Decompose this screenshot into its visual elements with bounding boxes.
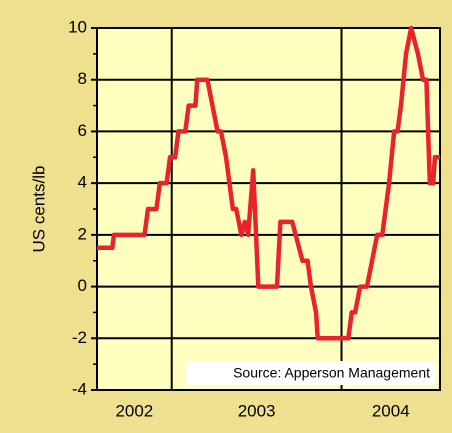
annotation: Source: Apperson Management — [233, 365, 430, 381]
y-tick-label: 10 — [68, 17, 87, 36]
y-tick-label: -2 — [72, 328, 87, 347]
x-tick-label: 2004 — [372, 401, 410, 420]
y-tick-label: -4 — [72, 379, 87, 398]
y-tick-label: 4 — [78, 173, 87, 192]
data-line — [97, 25, 440, 341]
plot-border — [96, 27, 441, 391]
x-tick-label: 2002 — [115, 401, 153, 420]
y-axis-label: US cents/lb — [29, 166, 48, 253]
annotation-box — [186, 361, 436, 385]
y-tick-label: 8 — [78, 69, 87, 88]
y-tick-label: 0 — [78, 276, 87, 295]
y-tick-label: 6 — [78, 121, 87, 140]
x-tick-label: 2003 — [238, 401, 276, 420]
y-tick-label: 2 — [78, 224, 87, 243]
